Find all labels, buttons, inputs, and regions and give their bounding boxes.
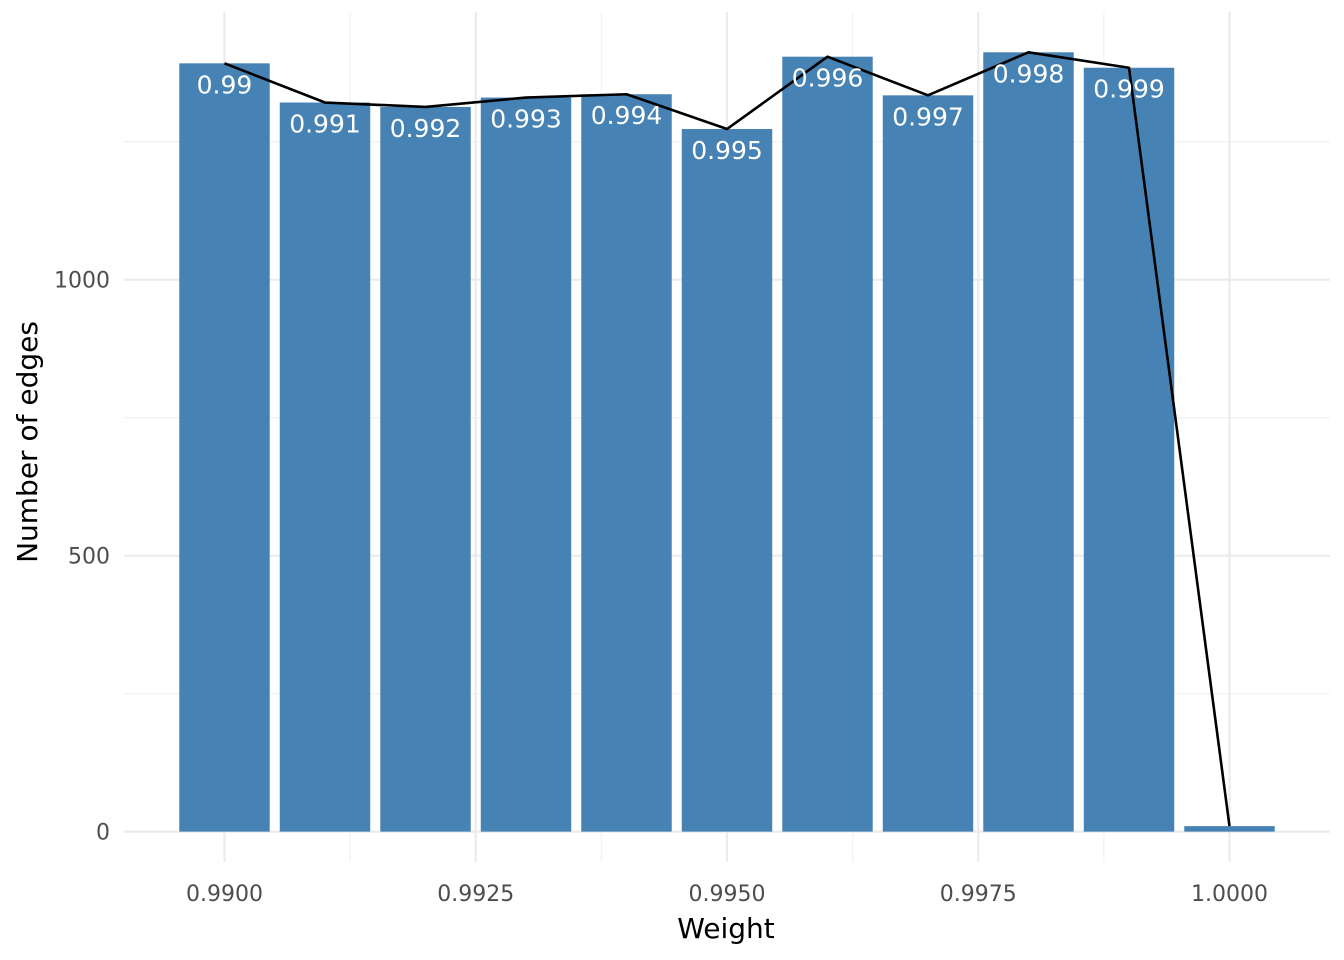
- bar: [882, 95, 974, 832]
- y-axis-ticks: 0 500 1000: [54, 269, 110, 846]
- x-axis-title: Weight: [677, 912, 775, 945]
- trend-line: [224, 50, 1231, 827]
- bar-label: 0.993: [490, 105, 562, 134]
- x-tick-label: 0.9950: [689, 882, 766, 907]
- bar: [380, 106, 471, 832]
- trend-line-group: [224, 50, 1231, 827]
- x-tick-label: 0.9925: [437, 882, 514, 907]
- bar-label: 0.998: [993, 59, 1065, 88]
- x-axis-ticks: 0.9900 0.9925 0.9950 0.9975 1.0000: [186, 882, 1268, 907]
- bar-label: 0.996: [792, 64, 864, 93]
- bar: [179, 63, 270, 832]
- bar: [681, 129, 773, 832]
- x-tick-label: 0.9900: [186, 882, 263, 907]
- bar-label: 0.994: [591, 101, 663, 130]
- bar-labels: 0.99 0.991 0.992 0.993 0.994 0.995 0.996 0.997 0…: [197, 59, 1165, 165]
- bar-label: 0.992: [390, 114, 462, 143]
- y-tick-label: 0: [96, 821, 110, 846]
- y-tick-label: 1000: [54, 269, 110, 294]
- bar-label: 0.999: [1093, 75, 1165, 104]
- bar: [279, 102, 371, 832]
- bar-label: 0.997: [892, 102, 964, 131]
- y-axis-title: Number of edges: [11, 321, 44, 563]
- bar: [581, 94, 672, 832]
- bar-label: 0.991: [289, 110, 361, 139]
- bar: [480, 97, 572, 832]
- bars: [179, 52, 1275, 832]
- y-tick-label: 500: [68, 545, 110, 570]
- bar-label: 0.995: [691, 136, 763, 165]
- bar-label: 0.99: [197, 70, 253, 99]
- bar: [1184, 826, 1275, 832]
- bar: [1083, 67, 1175, 832]
- x-tick-label: 1.0000: [1191, 882, 1268, 907]
- bar: [782, 56, 873, 832]
- x-tick-label: 0.9975: [940, 882, 1017, 907]
- bar: [983, 52, 1074, 832]
